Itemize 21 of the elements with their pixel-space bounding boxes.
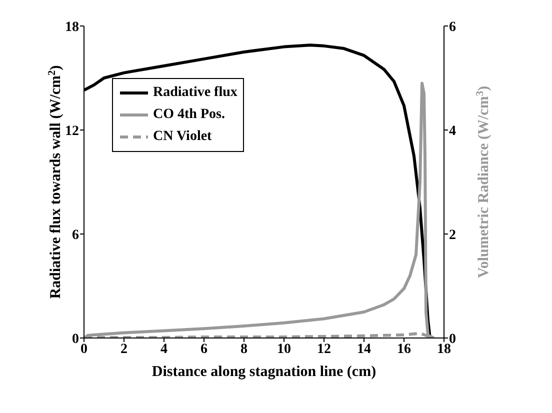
x-tick-label: 10 (277, 342, 291, 357)
x-tick-label: 14 (357, 342, 371, 357)
legend-label: CO 4th Pos. (153, 107, 225, 123)
y2-tick-label: 0 (449, 332, 456, 347)
x-axis-title: Distance along stagnation line (cm) (152, 364, 376, 380)
y-tick-label: 18 (65, 20, 79, 35)
x-tick-label: 12 (317, 342, 331, 357)
y2-tick-label: 6 (449, 20, 456, 35)
y-tick-label: 0 (72, 332, 79, 347)
x-tick-label: 4 (160, 342, 168, 357)
legend-label: CN Violet (153, 129, 212, 145)
y-tick-label: 12 (65, 124, 79, 139)
x-tick-label: 8 (240, 342, 248, 357)
legend-label: Radiative flux (153, 85, 238, 101)
x-tick-label: 16 (397, 342, 411, 357)
y2-tick-label: 2 (449, 228, 456, 243)
x-tick-label: 2 (120, 342, 128, 357)
y2-tick-label: 4 (449, 124, 456, 139)
y-tick-label: 6 (72, 228, 79, 243)
x-tick-label: 18 (437, 342, 451, 357)
x-tick-label: 6 (200, 342, 208, 357)
